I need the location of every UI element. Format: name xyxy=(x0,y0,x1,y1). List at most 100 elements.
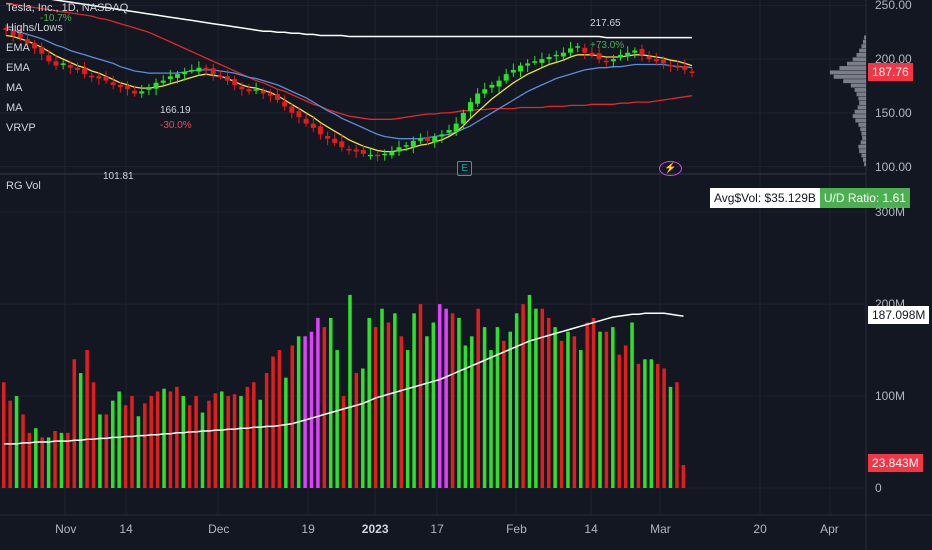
volume-bar xyxy=(53,430,57,488)
candle-body xyxy=(675,65,681,68)
volume-bar xyxy=(130,396,134,488)
candle-body xyxy=(668,65,674,67)
volume-bar xyxy=(489,350,493,488)
candle-body xyxy=(575,46,581,48)
indicator-ema-2[interactable]: EMA xyxy=(6,62,30,74)
volume-bar xyxy=(239,396,243,488)
candle-body xyxy=(367,154,373,157)
indicator-ema-1[interactable]: EMA xyxy=(6,42,30,54)
candle-body xyxy=(596,53,602,60)
candle-body xyxy=(539,59,545,63)
profile-bar xyxy=(859,48,866,53)
candle-body xyxy=(110,82,116,85)
volume-bar xyxy=(579,350,583,488)
candle-body xyxy=(610,59,616,62)
candle-body xyxy=(482,89,488,94)
volume-bar xyxy=(162,388,166,488)
time-tick: Nov xyxy=(55,522,77,536)
profile-bar xyxy=(862,157,866,162)
candle-body xyxy=(53,61,59,66)
chart-title: Tesla, Inc., 1D, NASDAQ xyxy=(6,2,129,14)
candle-body xyxy=(282,101,288,107)
candle-body xyxy=(375,154,381,157)
candle-body xyxy=(310,123,316,128)
volume-bar xyxy=(521,304,525,488)
volume-bar xyxy=(617,354,622,488)
volume-bar xyxy=(309,331,314,488)
ud-ratio: U/D Ratio: 1.61 xyxy=(819,188,910,208)
volume-bar xyxy=(514,313,519,488)
volume-bar xyxy=(470,336,474,488)
candle-body xyxy=(467,102,473,112)
volume-bar xyxy=(662,368,666,488)
volume-bar xyxy=(123,405,128,488)
volume-bar xyxy=(418,304,423,488)
candle-body xyxy=(246,89,252,92)
candle-body xyxy=(518,65,523,72)
profile-bar xyxy=(843,79,866,84)
volume-bar xyxy=(540,308,545,488)
volume-bar xyxy=(611,327,615,488)
volume-profile xyxy=(829,35,866,167)
candle-body xyxy=(132,90,138,94)
candle-body xyxy=(289,106,295,113)
candle-body xyxy=(74,67,80,70)
candle-body xyxy=(260,90,266,94)
volume-bar xyxy=(668,386,673,488)
volume-bar xyxy=(245,386,250,488)
candle-body xyxy=(496,80,502,87)
avg-dollar-volume: Avg$Vol: $35.129B xyxy=(710,188,820,208)
candle-body xyxy=(217,75,223,78)
volume-bar xyxy=(104,414,109,488)
candle-body xyxy=(117,84,123,88)
volume-bar xyxy=(361,368,365,488)
volume-bar xyxy=(316,317,320,488)
candle-body xyxy=(682,66,688,70)
profile-bar xyxy=(850,83,866,88)
volume-bar xyxy=(21,414,25,488)
time-tick: 20 xyxy=(753,522,767,536)
indicator-ma-2[interactable]: MA xyxy=(6,102,23,114)
candle-body xyxy=(425,137,431,141)
candle-body xyxy=(360,149,366,154)
volume-bar xyxy=(155,391,160,488)
volume-bar xyxy=(412,313,416,488)
volume-average-line xyxy=(3,312,684,445)
candle-body xyxy=(639,48,645,55)
candle-body xyxy=(296,111,302,118)
profile-bar xyxy=(852,57,866,62)
earnings-marker[interactable]: E xyxy=(457,160,472,176)
candle-body xyxy=(3,27,9,31)
volume-bar xyxy=(546,317,551,488)
candle-body xyxy=(625,52,631,57)
time-tick: Dec xyxy=(208,522,230,536)
time-tick: 17 xyxy=(430,522,444,536)
candle-body xyxy=(646,56,652,60)
time-tick: Feb xyxy=(506,522,527,536)
candle-body xyxy=(239,86,245,90)
volume-pane-title[interactable]: RG Vol xyxy=(6,180,41,192)
moving-averages xyxy=(5,0,693,153)
profile-bar xyxy=(860,127,866,132)
ema-fast-line xyxy=(5,34,693,153)
volume-bar xyxy=(14,396,19,488)
candle-body xyxy=(253,89,259,91)
profile-bar xyxy=(864,35,866,40)
volume-bar xyxy=(527,294,532,488)
candle-body xyxy=(339,141,345,148)
volume-bar xyxy=(78,373,83,488)
ma-long-line xyxy=(5,2,693,120)
volume-bar xyxy=(348,294,352,488)
volume-bar xyxy=(328,317,333,488)
profile-bar xyxy=(855,118,866,123)
volume-bar xyxy=(636,363,641,488)
indicator-vrvp[interactable]: VRVP xyxy=(6,122,36,134)
indicator-ma-1[interactable]: MA xyxy=(6,82,23,94)
indicator-highs-lows[interactable]: Highs/Lows xyxy=(6,22,63,34)
candle-body xyxy=(689,71,695,73)
dividend-marker[interactable]: ⚡ xyxy=(659,160,682,176)
candle-body xyxy=(67,65,73,68)
volume-bar xyxy=(175,386,179,488)
volume-bar xyxy=(566,331,570,488)
candle-body xyxy=(96,76,102,79)
